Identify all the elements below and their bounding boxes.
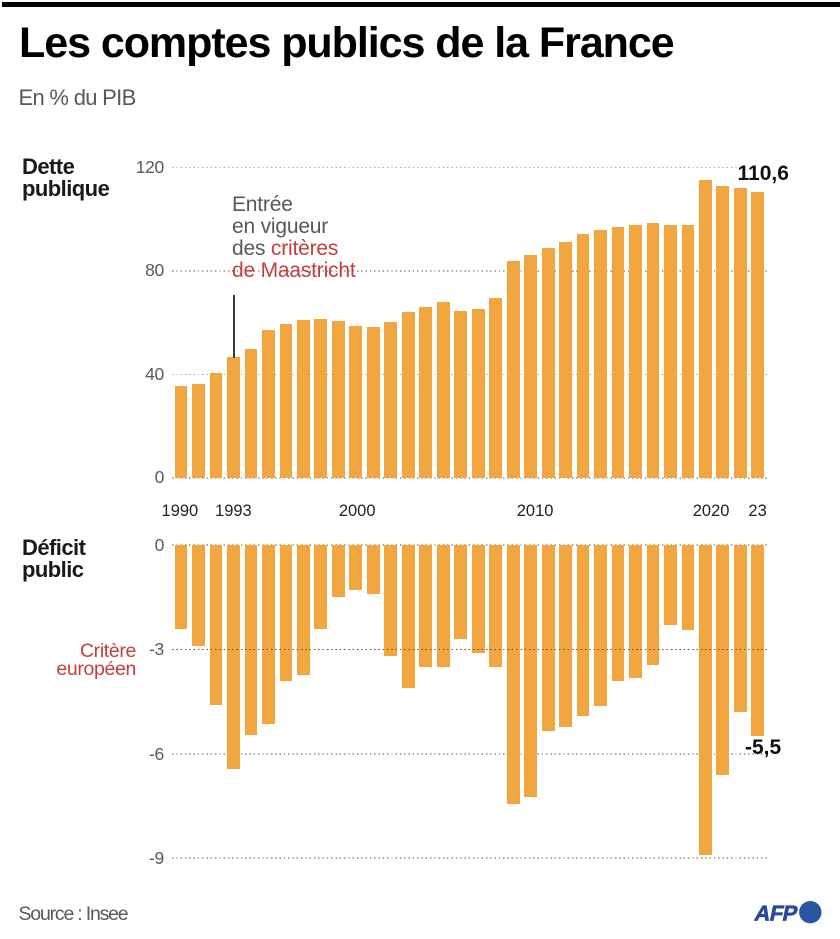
svg-text:AFP: AFP — [754, 901, 800, 926]
